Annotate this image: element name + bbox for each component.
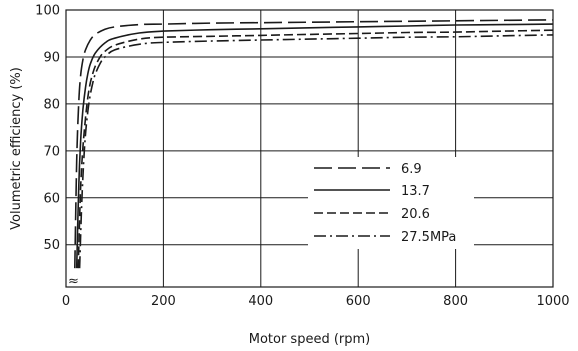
x-tick-label-600: 600	[346, 294, 371, 309]
series-line-1	[75, 23, 554, 269]
y-tick-label-50: 50	[43, 238, 60, 253]
series-lines	[74, 19, 554, 269]
legend-label-0: 6.9	[401, 162, 422, 177]
series-line-2	[77, 29, 554, 269]
x-axis-title: Motor speed (rpm)	[249, 332, 371, 347]
x-tick-label-0: 0	[62, 294, 70, 309]
y-tick-label-70: 70	[43, 144, 60, 159]
series-line-3	[78, 34, 554, 269]
tick-labels: 0 200 400 600 800 1000 50 60 70 80 90 100	[35, 4, 569, 310]
x-tick-label-800: 800	[443, 294, 468, 309]
legend: 6.9 13.7 20.6 27.5MPa	[308, 157, 474, 249]
series-line-0	[74, 19, 554, 269]
legend-label-2: 20.6	[401, 207, 430, 222]
y-tick-label-60: 60	[43, 191, 60, 206]
legend-label-1: 13.7	[401, 184, 430, 199]
legend-background	[308, 157, 474, 249]
plot-frame	[65, 9, 554, 288]
y-tick-label-80: 80	[43, 97, 60, 112]
x-tick-label-1000: 1000	[536, 294, 569, 309]
legend-label-3: 27.5MPa	[401, 230, 456, 245]
y-axis-title: Volumetric efficiency (%)	[9, 67, 24, 230]
y-tick-label-100: 100	[35, 4, 60, 19]
y-tick-label-90: 90	[43, 50, 60, 65]
x-tick-label-200: 200	[151, 294, 176, 309]
x-tick-label-400: 400	[248, 294, 273, 309]
axis-break-symbol: ≈	[68, 274, 79, 289]
